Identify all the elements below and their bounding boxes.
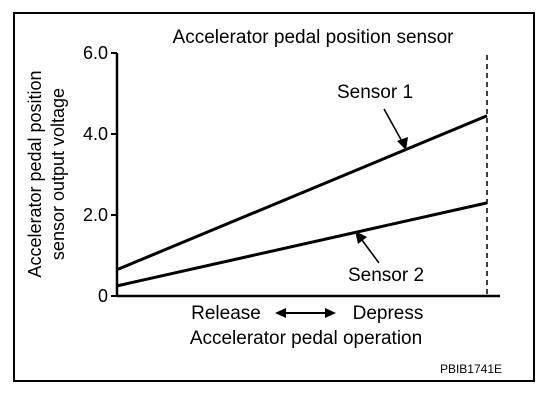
figure-code: PBIB1741E	[440, 362, 502, 376]
y-ticks: 0 2.0 4.0 6.0	[83, 43, 117, 306]
y-axis-label: Accelerator pedal position sensor output…	[25, 70, 68, 277]
y-axis-label-line-2: sensor output voltage	[48, 88, 68, 260]
x-axis-right-label: Depress	[353, 303, 424, 324]
sensor-2-arrow	[355, 231, 380, 264]
y-tick-label: 0	[98, 286, 108, 306]
y-tick-label: 4.0	[83, 124, 108, 144]
series-lines	[116, 114, 488, 288]
figure-frame	[13, 12, 535, 382]
sensor-1-arrow	[383, 108, 408, 150]
series-line-1	[116, 114, 488, 272]
x-axis-left-label: Release	[191, 303, 261, 324]
chart-title: Accelerator pedal position sensor	[173, 27, 455, 48]
sensor-1-label: Sensor 1	[337, 82, 413, 103]
double-arrow-icon	[275, 308, 336, 318]
series-line-2	[116, 201, 488, 288]
sensor-2-label: Sensor 2	[348, 265, 424, 286]
y-axis-label-line-1: Accelerator pedal position	[25, 70, 45, 277]
y-tick-label: 6.0	[83, 43, 108, 63]
y-tick-label: 2.0	[83, 205, 108, 225]
x-axis-label: Accelerator pedal operation	[190, 328, 422, 349]
